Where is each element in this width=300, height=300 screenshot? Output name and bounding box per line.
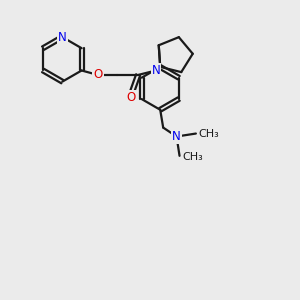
Text: CH₃: CH₃: [182, 152, 203, 162]
Text: N: N: [152, 64, 160, 77]
Text: CH₃: CH₃: [198, 128, 219, 139]
Text: N: N: [172, 130, 181, 143]
Text: O: O: [93, 68, 103, 82]
Text: N: N: [58, 31, 67, 44]
Text: O: O: [126, 91, 135, 104]
